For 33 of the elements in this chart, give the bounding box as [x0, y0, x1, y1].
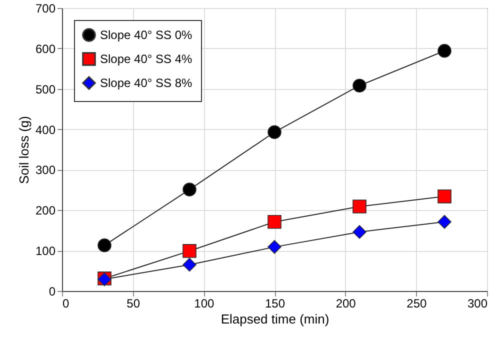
point [268, 214, 282, 229]
point [182, 258, 196, 272]
x-tick-label: 250 [406, 296, 427, 310]
point [352, 225, 366, 239]
y-tick-label: 500 [35, 82, 56, 96]
point [98, 238, 112, 252]
legend-label: Slope 40° SS 8% [100, 76, 193, 90]
y-tick-label: 200 [35, 204, 56, 218]
point [182, 182, 196, 196]
y-tick-label: 700 [35, 2, 56, 16]
point [438, 189, 452, 204]
x-tick-label: 150 [264, 296, 286, 310]
point [352, 200, 366, 214]
x-tick-label: 50 [126, 296, 140, 310]
point [268, 240, 282, 254]
legend-label: Slope 40° SS 4% [100, 52, 193, 66]
x-tick-label: 200 [336, 296, 356, 310]
point [438, 44, 452, 58]
x-tick-label: 300 [467, 296, 488, 310]
point [268, 125, 282, 140]
y-tick-label: 300 [35, 163, 56, 178]
y-tick-label: 0 [48, 284, 56, 298]
y-tick-label: 600 [35, 42, 56, 56]
legend-label: Slope 40° SS 0% [100, 28, 193, 42]
point [438, 214, 452, 229]
y-tick-label: 100 [35, 244, 56, 258]
x-tick-label: 100 [194, 296, 214, 310]
x-axis-title: Elapsed time (min) [220, 312, 330, 326]
y-tick-label: 400 [35, 122, 56, 137]
x-tick-label: 0 [62, 296, 70, 310]
y-axis-title: Soil loss (g) [16, 116, 32, 184]
point [182, 244, 196, 258]
point [352, 78, 366, 93]
